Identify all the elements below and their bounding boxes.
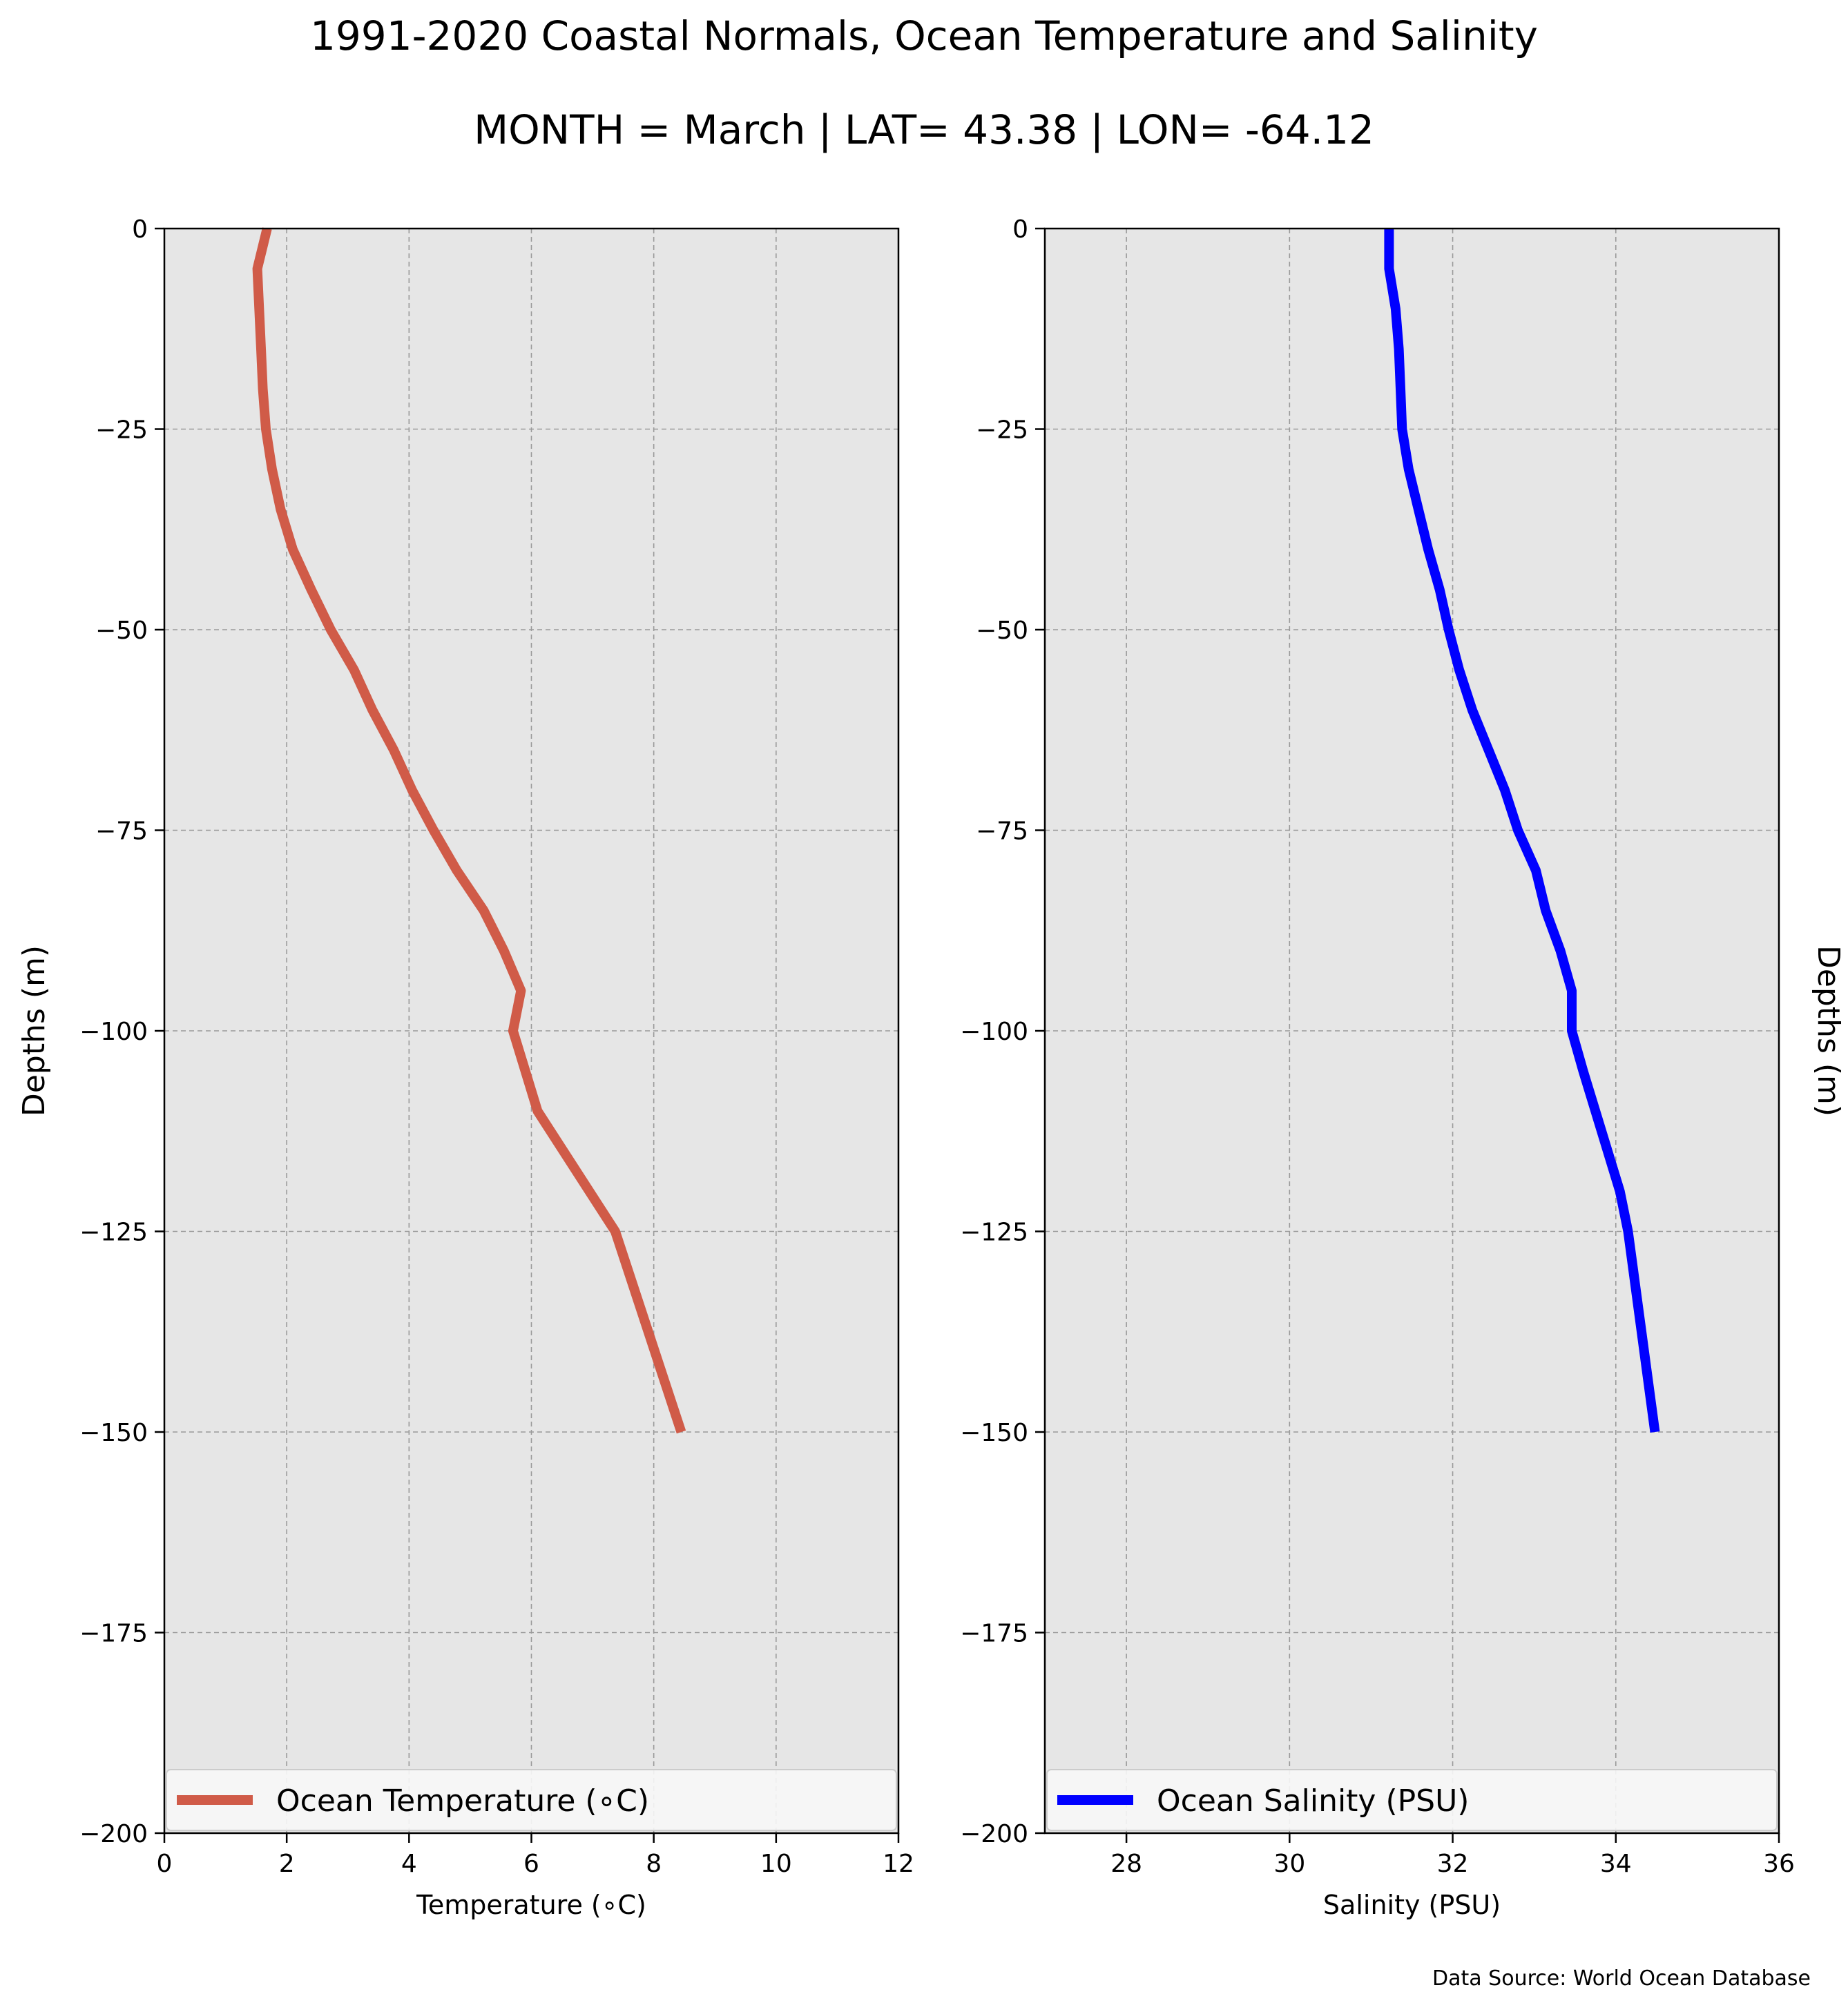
figure-title: 1991-2020 Coastal Normals, Ocean Tempera… (310, 12, 1538, 59)
temperature-y-tick-label: −100 (79, 1018, 148, 1046)
temperature-y-tick-label: −75 (95, 817, 148, 846)
temperature-y-tick-label: −50 (95, 617, 148, 645)
temperature-legend-box (166, 1769, 897, 1831)
temperature-y-tick-label: 0 (132, 215, 148, 244)
temperature-ticks: 0 −25 −50 −75 −100 −125 −150 −175 −200 0 2 4 6 8 10 12 (79, 215, 914, 1878)
temperature-y-axis-label: Depths (m) (17, 945, 52, 1116)
salinity-y-tick-label: −50 (976, 617, 1028, 645)
salinity-legend: Ocean Salinity (PSU) (1046, 1769, 1778, 1831)
salinity-y-tick-label: −200 (960, 1820, 1028, 1848)
temperature-y-tick-label: −175 (79, 1620, 148, 1648)
data-source-note: Data Source: World Ocean Database (1432, 1966, 1811, 1991)
salinity-legend-label: Ocean Salinity (PSU) (1157, 1783, 1469, 1819)
salinity-panel: 0 −25 −50 −75 −100 −125 −150 −175 −200 28 30 32 34 36… (960, 215, 1846, 1920)
salinity-x-tick-label: 28 (1110, 1850, 1142, 1878)
temperature-x-tick-label: 12 (883, 1850, 914, 1878)
salinity-series-group (1384, 228, 1660, 1433)
temperature-legend-label: Ocean Temperature (∘C) (276, 1783, 649, 1819)
salinity-y-tick-label: −150 (960, 1419, 1028, 1447)
salinity-x-tick-label: 30 (1273, 1850, 1305, 1878)
temperature-x-tick-label: 10 (760, 1850, 792, 1878)
temperature-y-tick-label: −25 (95, 416, 148, 445)
salinity-y-tick-label: −75 (976, 817, 1028, 846)
salinity-y-tick-label: −100 (960, 1018, 1028, 1046)
temperature-x-tick-label: 0 (157, 1850, 173, 1878)
salinity-ticks: 0 −25 −50 −75 −100 −125 −150 −175 −200 28 30 32 34 36 (960, 215, 1795, 1878)
temperature-y-tick-label: −150 (79, 1419, 148, 1447)
temperature-x-axis-label: Temperature (∘C) (416, 1890, 646, 1920)
salinity-x-tick-label: 36 (1763, 1850, 1795, 1878)
temperature-legend: Ocean Temperature (∘C) (166, 1769, 897, 1831)
temperature-x-tick-label: 8 (646, 1850, 662, 1878)
temperature-series-line (252, 227, 686, 1434)
salinity-x-tick-label: 34 (1600, 1850, 1632, 1878)
salinity-y-tick-label: −25 (976, 416, 1028, 445)
temperature-x-tick-label: 6 (523, 1850, 539, 1878)
temperature-x-tick-label: 2 (279, 1850, 295, 1878)
salinity-y-tick-label: −175 (960, 1620, 1028, 1648)
salinity-legend-box (1046, 1769, 1778, 1831)
temperature-x-tick-label: 4 (401, 1850, 417, 1878)
figure-subtitle: MONTH = March | LAT= 43.38 | LON= -64.12 (474, 106, 1374, 153)
temperature-y-tick-label: −125 (79, 1219, 148, 1247)
salinity-x-axis-label: Salinity (PSU) (1323, 1890, 1501, 1920)
salinity-x-tick-label: 32 (1437, 1850, 1469, 1878)
salinity-y-tick-label: 0 (1012, 215, 1028, 244)
temperature-y-tick-label: −200 (79, 1820, 148, 1848)
salinity-y-tick-label: −125 (960, 1219, 1028, 1247)
salinity-y-axis-label: Depths (m) (1811, 945, 1846, 1116)
temperature-series-group (252, 227, 686, 1434)
